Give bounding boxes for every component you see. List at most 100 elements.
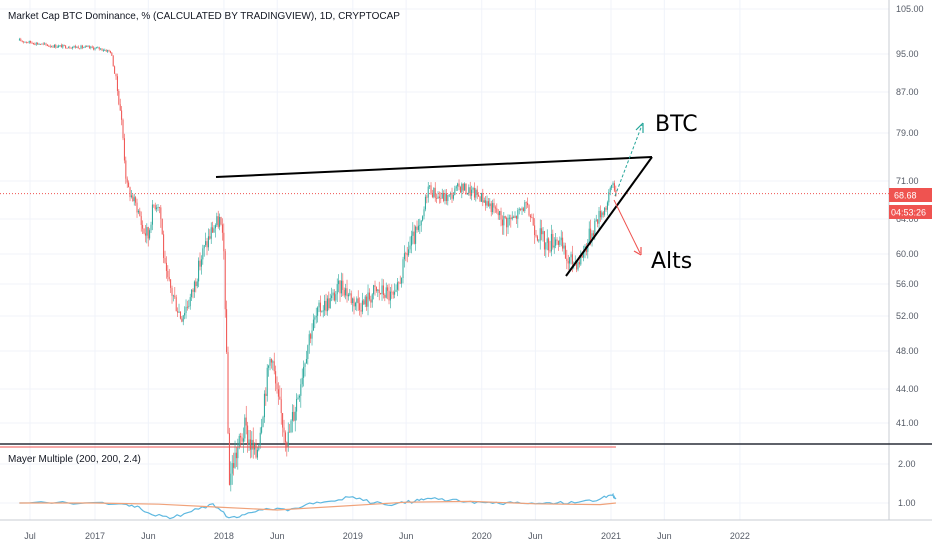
candle-body bbox=[588, 228, 590, 243]
candles[interactable] bbox=[18, 37, 617, 492]
candle-body bbox=[62, 44, 64, 48]
candle-body bbox=[248, 439, 250, 445]
candle-body bbox=[262, 417, 264, 427]
candle-body bbox=[242, 438, 244, 442]
candle-body bbox=[506, 217, 508, 228]
chart-title: Market Cap BTC Dominance, % (CALCULATED … bbox=[8, 11, 400, 22]
candle-body bbox=[462, 183, 464, 191]
candle-body bbox=[408, 249, 410, 256]
candle-body bbox=[23, 41, 25, 43]
candle-body bbox=[385, 287, 387, 298]
candle-body bbox=[192, 289, 194, 292]
candle-body bbox=[489, 203, 491, 207]
candle-body bbox=[220, 216, 222, 225]
candle-body bbox=[97, 47, 99, 49]
candle-body bbox=[377, 289, 379, 291]
annotation-btc[interactable]: BTC bbox=[655, 112, 698, 137]
candle-body bbox=[80, 45, 82, 49]
candle-body bbox=[361, 300, 363, 312]
candle-body bbox=[90, 46, 92, 48]
time-axis[interactable]: Jul 2017 Jun 2018 Jun 2019 Jun 2020 Jun 2021 Jun 20… bbox=[24, 531, 750, 541]
candle-body bbox=[436, 198, 438, 199]
candle-body bbox=[241, 437, 243, 442]
candle-body bbox=[539, 228, 541, 241]
candle-body bbox=[352, 298, 354, 303]
candle-body bbox=[198, 260, 200, 282]
candle-body bbox=[543, 231, 545, 250]
candle-body bbox=[132, 195, 134, 202]
grid bbox=[0, 0, 889, 520]
candle-body bbox=[193, 281, 195, 292]
candle-body bbox=[515, 215, 517, 219]
candle-body bbox=[118, 90, 120, 105]
candle-body bbox=[384, 294, 386, 298]
mayer-multiple-pane[interactable] bbox=[19, 492, 617, 520]
candle-body bbox=[46, 44, 48, 46]
last-price-value: 68.68 bbox=[894, 191, 917, 201]
candle-body bbox=[244, 417, 246, 439]
candle-body bbox=[317, 307, 319, 316]
candle-body bbox=[144, 233, 146, 236]
candle-body bbox=[525, 202, 527, 204]
candle-body bbox=[524, 202, 526, 212]
candle-body bbox=[507, 217, 509, 228]
candle-body bbox=[396, 282, 398, 290]
candle-body bbox=[511, 216, 513, 220]
candle-body bbox=[522, 208, 524, 212]
candle-body bbox=[196, 281, 198, 287]
candle-body bbox=[18, 39, 20, 41]
candle-body bbox=[231, 463, 233, 474]
candle-body bbox=[451, 193, 453, 199]
candle-body bbox=[70, 47, 72, 49]
support-trendline[interactable] bbox=[565, 156, 653, 277]
candle-body bbox=[612, 183, 614, 186]
resistance-trendline[interactable] bbox=[215, 156, 653, 178]
candle-body bbox=[478, 194, 480, 197]
candle-body bbox=[336, 284, 338, 295]
btc-arrow-line[interactable] bbox=[614, 124, 643, 197]
candle-body bbox=[186, 306, 188, 308]
candle-body bbox=[319, 302, 321, 312]
candle-body bbox=[583, 251, 585, 258]
time-axis-tick: 2018 bbox=[214, 531, 234, 541]
candle-body bbox=[226, 309, 228, 353]
mayer-multiple-average-line[interactable] bbox=[19, 500, 616, 511]
drawings[interactable]: BTC Alts bbox=[215, 112, 698, 277]
candle-body bbox=[311, 330, 313, 339]
candle-body bbox=[108, 50, 110, 52]
candle-body bbox=[25, 41, 27, 43]
candle-body bbox=[424, 196, 426, 210]
candle-body bbox=[314, 317, 316, 320]
candle-body bbox=[416, 226, 418, 230]
candle-body bbox=[91, 46, 93, 48]
candle-body bbox=[326, 298, 328, 312]
candle-body bbox=[202, 248, 204, 260]
candle-body bbox=[380, 293, 382, 295]
candle-body bbox=[289, 431, 291, 433]
candle-body bbox=[122, 119, 124, 139]
candle-body bbox=[513, 216, 515, 218]
candle-body bbox=[464, 183, 466, 191]
price-axis-tick: 48.00 bbox=[896, 346, 919, 356]
candle-body bbox=[576, 262, 578, 270]
candle-body bbox=[74, 46, 76, 48]
candle-body bbox=[161, 218, 163, 235]
candle-body bbox=[569, 257, 571, 264]
candle-body bbox=[234, 452, 236, 468]
candle-body bbox=[375, 287, 377, 291]
candle-body bbox=[301, 377, 303, 385]
candle-body bbox=[346, 288, 348, 297]
candle-body bbox=[280, 399, 282, 414]
time-axis-tick: 2017 bbox=[85, 531, 105, 541]
annotation-alts[interactable]: Alts bbox=[651, 249, 692, 274]
candle-body bbox=[279, 396, 281, 400]
alts-arrow-line[interactable] bbox=[613, 199, 641, 254]
candle-body bbox=[433, 187, 435, 197]
candle-body bbox=[170, 279, 172, 288]
mayer-multiple-line[interactable] bbox=[19, 492, 617, 520]
candle-body bbox=[310, 334, 312, 339]
candle-body bbox=[308, 334, 310, 346]
candle-body bbox=[553, 245, 555, 248]
candle-body bbox=[172, 295, 174, 297]
